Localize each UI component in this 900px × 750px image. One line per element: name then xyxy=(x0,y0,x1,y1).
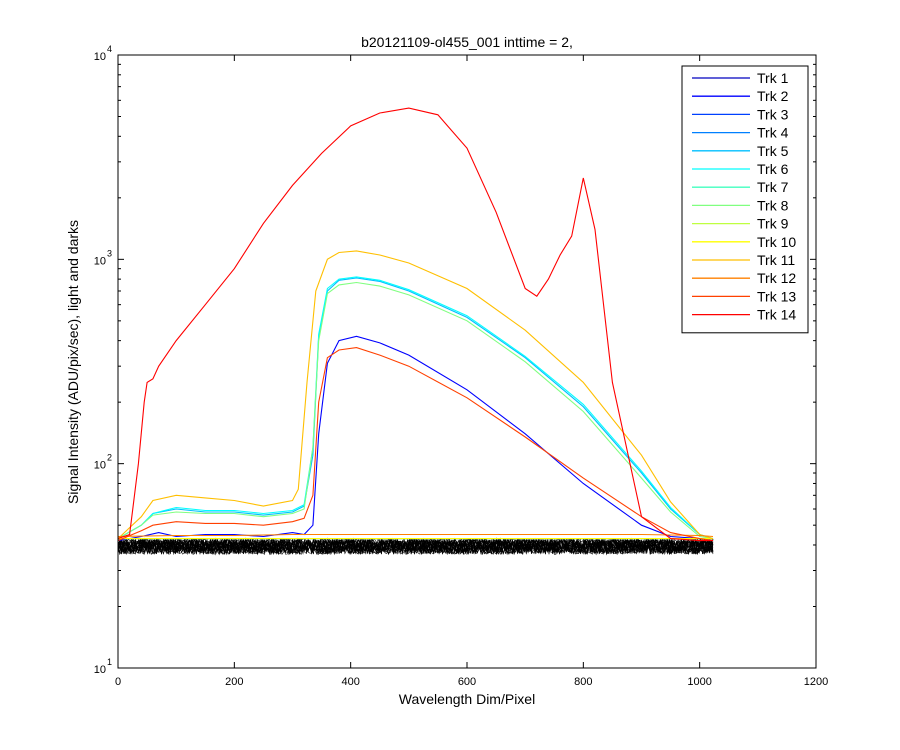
legend-label: Trk 3 xyxy=(757,106,789,122)
series-line-trk-8 xyxy=(118,281,714,540)
legend-label: Trk 8 xyxy=(757,197,789,213)
legend-label: Trk 7 xyxy=(757,179,789,195)
series-line-trk-12 xyxy=(118,533,714,538)
y-axis-label: Signal Intensity (ADU/pix/sec), light an… xyxy=(65,220,81,504)
x-tick-label: 800 xyxy=(574,676,592,688)
x-tick-label: 200 xyxy=(225,676,243,688)
y-tick-exponent: 2 xyxy=(107,453,112,463)
chart-title: b20121109-ol455_001 inttime = 2, xyxy=(361,34,573,50)
legend-label: Trk 5 xyxy=(757,143,789,159)
dark-frame-trace xyxy=(118,537,714,556)
legend-box xyxy=(681,65,809,334)
series-line-trk-13 xyxy=(118,347,714,542)
darks-band xyxy=(118,537,714,556)
y-tick-label: 10 xyxy=(94,664,106,676)
y-tick-label: 10 xyxy=(94,51,106,63)
x-tick-label: 1000 xyxy=(687,676,711,688)
y-tick-exponent: 3 xyxy=(107,248,112,258)
y-tick-label: 10 xyxy=(94,460,106,472)
x-axis-label: Wavelength Dim/Pixel xyxy=(399,691,535,707)
y-tick-exponent: 4 xyxy=(107,44,112,54)
legend-label: Trk 9 xyxy=(757,216,789,232)
dark-frame-trace xyxy=(118,537,714,556)
series-line-trk-11 xyxy=(118,250,714,540)
legend: Trk 1 Trk 2 Trk 3 Trk 4 Trk 5 Trk 6 Trk 7 Trk 8… xyxy=(681,65,809,334)
x-tick-label: 400 xyxy=(341,676,359,688)
y-tick-label: 10 xyxy=(94,255,106,267)
legend-label: Trk 6 xyxy=(757,161,789,177)
x-tick-label: 0 xyxy=(115,676,121,688)
x-tick-label: 1200 xyxy=(804,676,828,688)
legend-label: Trk 14 xyxy=(757,307,796,323)
series-line-trk-14 xyxy=(118,107,713,542)
legend-label: Trk 2 xyxy=(757,88,789,104)
legend-label: Trk 12 xyxy=(757,270,796,286)
plot-frame xyxy=(117,54,817,669)
legend-label: Trk 11 xyxy=(757,252,795,268)
legend-label: Trk 10 xyxy=(757,234,796,250)
series-line-trk-6 xyxy=(118,276,714,540)
legend-label: Trk 4 xyxy=(757,125,789,141)
x-tick-label: 600 xyxy=(458,676,476,688)
legend-label: Trk 1 xyxy=(757,70,789,86)
y-tick-exponent: 1 xyxy=(107,657,112,667)
legend-label: Trk 13 xyxy=(757,288,796,304)
series-lines xyxy=(118,107,714,542)
